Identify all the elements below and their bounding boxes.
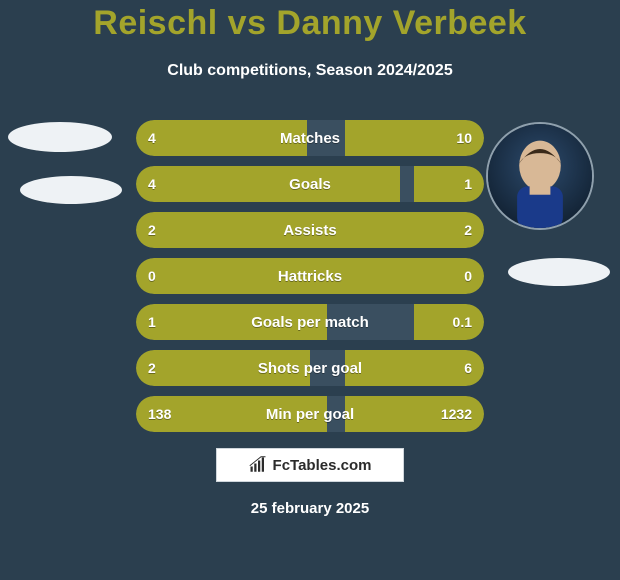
comparison-card: Reischl vs Danny Verbeek Club competitio… (0, 0, 620, 580)
stat-value-left: 2 (148, 350, 156, 386)
stat-row: Goals per match1 0.1 (136, 304, 484, 340)
stat-value-right: 1 (464, 166, 472, 202)
player-right-placeholder (508, 258, 610, 286)
stat-label: Goals per match (136, 304, 484, 340)
stat-label: Min per goal (136, 396, 484, 432)
stat-row: Min per goal138 1232 (136, 396, 484, 432)
stat-row: Goals4 1 (136, 166, 484, 202)
stat-value-right: 10 (456, 120, 472, 156)
stat-value-left: 4 (148, 120, 156, 156)
chart-icon (249, 456, 267, 474)
stat-value-right: 1232 (441, 396, 472, 432)
brand-label: FcTables.com (273, 457, 372, 474)
stat-label: Matches (136, 120, 484, 156)
avatar-photo-icon (488, 124, 592, 228)
stat-row: Hattricks0 0 (136, 258, 484, 294)
stat-value-left: 2 (148, 212, 156, 248)
brand-badge[interactable]: FcTables.com (216, 448, 404, 482)
stat-value-right: 0 (464, 258, 472, 294)
stat-value-left: 4 (148, 166, 156, 202)
stat-value-right: 6 (464, 350, 472, 386)
page-title: Reischl vs Danny Verbeek (0, 4, 620, 43)
subtitle: Club competitions, Season 2024/2025 (0, 62, 620, 80)
stat-bars: Matches410Goals41Assists22Hattricks00Goa… (136, 120, 484, 442)
stat-label: Goals (136, 166, 484, 202)
stat-value-right: 0.1 (453, 304, 472, 340)
stat-row: Assists2 2 (136, 212, 484, 248)
stat-value-left: 138 (148, 396, 171, 432)
stat-value-right: 2 (464, 212, 472, 248)
date-label: 25 february 2025 (0, 500, 620, 517)
stat-label: Shots per goal (136, 350, 484, 386)
player-left-placeholder-1 (8, 122, 112, 152)
stat-value-left: 0 (148, 258, 156, 294)
stat-row: Shots per goal2 6 (136, 350, 484, 386)
player-left-placeholder-2 (20, 176, 122, 204)
stat-label: Assists (136, 212, 484, 248)
stat-value-left: 1 (148, 304, 156, 340)
stat-row: Matches4 10 (136, 120, 484, 156)
stat-label: Hattricks (136, 258, 484, 294)
player-right-avatar (488, 124, 592, 228)
